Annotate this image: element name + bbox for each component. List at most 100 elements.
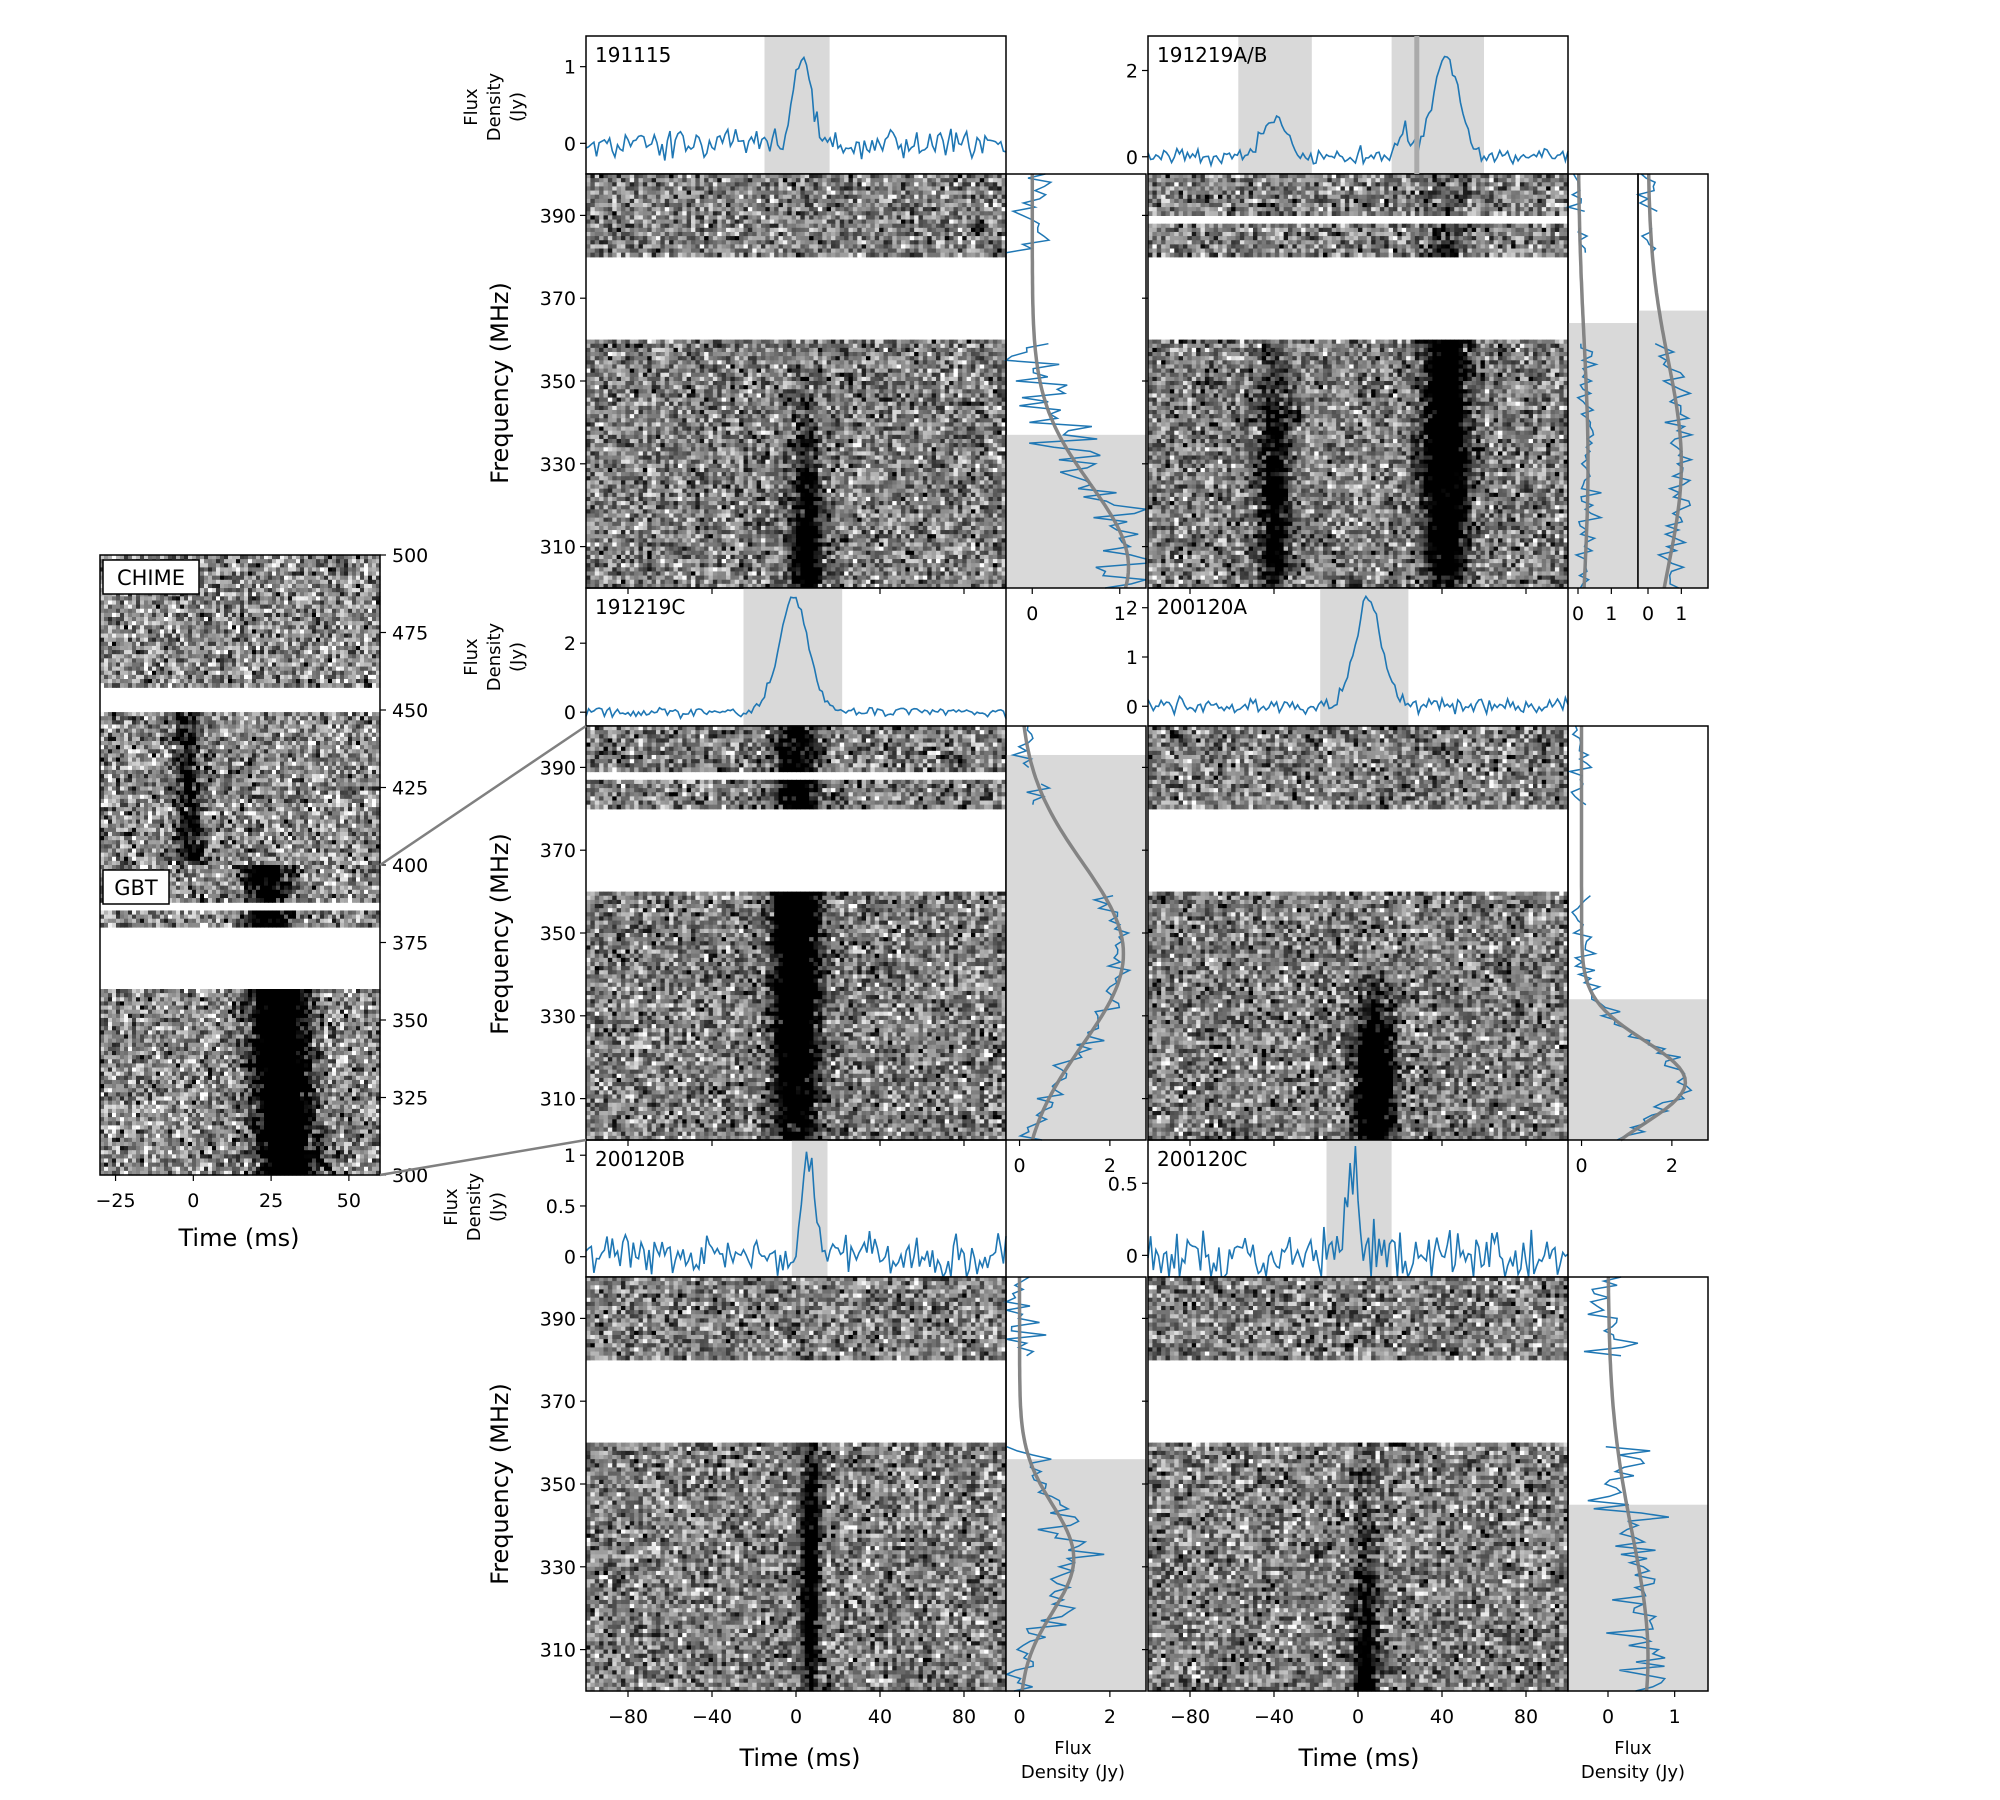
burst-191115-spectrum-spectrum-line-1 bbox=[1006, 174, 1051, 253]
burst-191219C-freq-tick-label-2: 350 bbox=[540, 923, 576, 945]
burst-200120B-shade-0 bbox=[792, 1140, 828, 1277]
wideband-freq-tick-label-7: 475 bbox=[392, 623, 428, 645]
spectrum-axis-title-left-line2: Density (Jy) bbox=[1021, 1762, 1125, 1783]
flux-label-row1: Flux Density (Jy) bbox=[461, 72, 528, 141]
burst-200120A-spectrum-xtick-label-1: 2 bbox=[1666, 1155, 1678, 1177]
burst-191115-freq-tick-label-0: 310 bbox=[540, 537, 576, 559]
burst-200120A-shade-0 bbox=[1320, 588, 1408, 726]
wideband-freq-tick-label-1: 325 bbox=[392, 1088, 428, 1110]
burst-200120B-time-tick-label-0: −80 bbox=[608, 1706, 648, 1728]
burst-200120B-freq-tick-label-3: 370 bbox=[540, 1391, 576, 1413]
flux-label-row1-line3: (Jy) bbox=[507, 92, 528, 122]
burst-200120B-freq-tick-label-1: 330 bbox=[540, 1557, 576, 1579]
burst-200120B-spectrum-shade bbox=[1006, 1459, 1146, 1691]
burst-200120C-burst-label: 200120C bbox=[1157, 1147, 1247, 1171]
wideband-freq-tick-label-3: 375 bbox=[392, 933, 428, 955]
burst-200120B-freq-tick-label-0: 310 bbox=[540, 1640, 576, 1662]
burst-191115-spectrum-xtick-label-0: 0 bbox=[1026, 603, 1038, 625]
spectrum-axis-title-left-line1: Flux bbox=[1054, 1738, 1092, 1759]
freq-axis-title-row1: Frequency (MHz) bbox=[486, 282, 514, 484]
burst-200120C-time-tick-label-0: −80 bbox=[1170, 1706, 1210, 1728]
burst-191219C-spectrum-shade bbox=[1006, 755, 1146, 1140]
wideband-time-tick-label-3: 50 bbox=[337, 1190, 361, 1212]
bottom-time-axis-title-right: Time (ms) bbox=[1298, 1744, 1420, 1772]
burst-191219AB-dynamic-spectrum-pixels bbox=[1148, 174, 1569, 589]
burst-200120B-ytick-label-1: 0.5 bbox=[546, 1196, 576, 1218]
burst-200120C-time-tick-label-2: 0 bbox=[1352, 1706, 1364, 1728]
burst-grid: 0 1 191115 310 330 350 370 390 0 1 0 2 191219A/B 0 1 0 1… bbox=[540, 36, 1708, 1728]
burst-191219C-freq-tick-label-4: 390 bbox=[540, 757, 576, 779]
burst-191115-freq-tick-label-1: 330 bbox=[540, 454, 576, 476]
burst-191219AB-profile-line bbox=[1148, 57, 1568, 166]
burst-200120B-time-tick-label-2: 0 bbox=[790, 1706, 802, 1728]
instrument-label-gbt: GBT bbox=[114, 876, 158, 900]
burst-191219AB-shade-1 bbox=[1392, 36, 1484, 174]
burst-200120A-dynamic-spectrum-pixels bbox=[1148, 726, 1569, 1141]
burst-200120B-spectrum-spectrum-line-1 bbox=[1006, 1277, 1046, 1356]
burst-191219C-ytick-label-0: 0 bbox=[564, 702, 576, 724]
burst-200120B-dynamic-spectrum-pixels bbox=[586, 1277, 1007, 1692]
burst-191219AB-burst-label: 191219A/B bbox=[1157, 43, 1268, 67]
burst-191219AB-spectrum-b-xtick-label-0: 0 bbox=[1642, 603, 1654, 625]
burst-200120A-spectrum-xtick-label-0: 0 bbox=[1576, 1155, 1588, 1177]
burst-191115-burst-label: 191115 bbox=[595, 43, 671, 67]
flux-label-row3: Flux Density (Jy) bbox=[441, 1172, 508, 1241]
burst-191219C-freq-tick-label-3: 370 bbox=[540, 840, 576, 862]
burst-191219AB-spectrum-a-shade bbox=[1568, 323, 1638, 588]
burst-200120C-ytick-label-1: 0.5 bbox=[1108, 1173, 1138, 1195]
bottom-time-axis-title-left: Time (ms) bbox=[739, 1744, 861, 1772]
wideband-time-tick-label-2: 25 bbox=[259, 1190, 283, 1212]
burst-191219AB-spectrum-a-spectrum-line-2 bbox=[1568, 174, 1585, 211]
flux-label-row2: Flux Density (Jy) bbox=[461, 622, 528, 691]
wideband-pixels bbox=[100, 555, 381, 1176]
burst-200120C-spectrum-xtick-label-1: 1 bbox=[1669, 1706, 1681, 1728]
burst-200120B-time-tick-label-4: 80 bbox=[952, 1706, 976, 1728]
burst-200120A-ytick-label-0: 0 bbox=[1126, 696, 1138, 718]
burst-191115-shade-0 bbox=[765, 36, 830, 174]
burst-191115-freq-tick-label-4: 390 bbox=[540, 205, 576, 227]
burst-200120C-time-tick-label-1: −40 bbox=[1254, 1706, 1294, 1728]
burst-200120C-spectrum-xtick-label-0: 0 bbox=[1602, 1706, 1614, 1728]
burst-191219C-freq-tick-label-1: 330 bbox=[540, 1006, 576, 1028]
burst-200120C-spectrum-shade bbox=[1568, 1505, 1708, 1691]
burst-200120B-burst-label: 200120B bbox=[595, 1147, 685, 1171]
flux-label-row2-line2: Density bbox=[484, 622, 505, 691]
burst-200120A-ytick-label-1: 1 bbox=[1126, 647, 1138, 669]
connector-bottom bbox=[380, 1140, 586, 1175]
flux-label-row2-line1: Flux bbox=[461, 638, 482, 676]
burst-191219C-burst-label: 191219C bbox=[595, 595, 685, 619]
flux-label-row3-line3: (Jy) bbox=[487, 1192, 508, 1222]
burst-191219AB-ytick-label-0: 0 bbox=[1126, 147, 1138, 169]
burst-191219C-dynamic-spectrum-pixels bbox=[586, 726, 1007, 1141]
flux-label-row3-line2: Density bbox=[464, 1172, 485, 1241]
flux-label-row3-line1: Flux bbox=[441, 1188, 462, 1226]
burst-200120C-dynamic-spectrum-pixels bbox=[1148, 1277, 1569, 1692]
wideband-freq-tick-label-6: 450 bbox=[392, 700, 428, 722]
flux-label-row2-line3: (Jy) bbox=[507, 642, 528, 672]
instrument-label-chime: CHIME bbox=[117, 566, 185, 590]
wideband-freq-tick-label-4: 400 bbox=[392, 855, 428, 877]
burst-191115-ytick-label-1: 1 bbox=[564, 57, 576, 79]
burst-200120C-time-tick-label-4: 80 bbox=[1514, 1706, 1538, 1728]
burst-200120B-ytick-label-0: 0 bbox=[564, 1247, 576, 1269]
freq-axis-title-row2: Frequency (MHz) bbox=[486, 833, 514, 1035]
wideband-freq-tick-label-2: 350 bbox=[392, 1010, 428, 1032]
spectrum-axis-title-right-line1: Flux bbox=[1614, 1738, 1652, 1759]
burst-200120B-freq-tick-label-2: 350 bbox=[540, 1474, 576, 1496]
burst-191219C-spectrum-xtick-label-0: 0 bbox=[1014, 1155, 1026, 1177]
wideband-time-tick-label-1: 0 bbox=[187, 1190, 199, 1212]
burst-200120A-burst-label: 200120A bbox=[1157, 595, 1247, 619]
wideband-freq-tick-label-5: 425 bbox=[392, 778, 428, 800]
flux-label-row1-line1: Flux bbox=[461, 88, 482, 126]
burst-200120B-freq-tick-label-4: 390 bbox=[540, 1308, 576, 1330]
freq-axis-title-row3: Frequency (MHz) bbox=[486, 1383, 514, 1585]
burst-191115-spectrum-xtick-label-1: 1 bbox=[1114, 603, 1126, 625]
spectrum-axis-title-right-line2: Density (Jy) bbox=[1581, 1762, 1685, 1783]
burst-191219C-freq-tick-label-0: 310 bbox=[540, 1089, 576, 1111]
burst-191219AB-spectrum-a-xtick-label-1: 1 bbox=[1605, 603, 1617, 625]
burst-200120A-spectrum-shade bbox=[1568, 999, 1708, 1140]
